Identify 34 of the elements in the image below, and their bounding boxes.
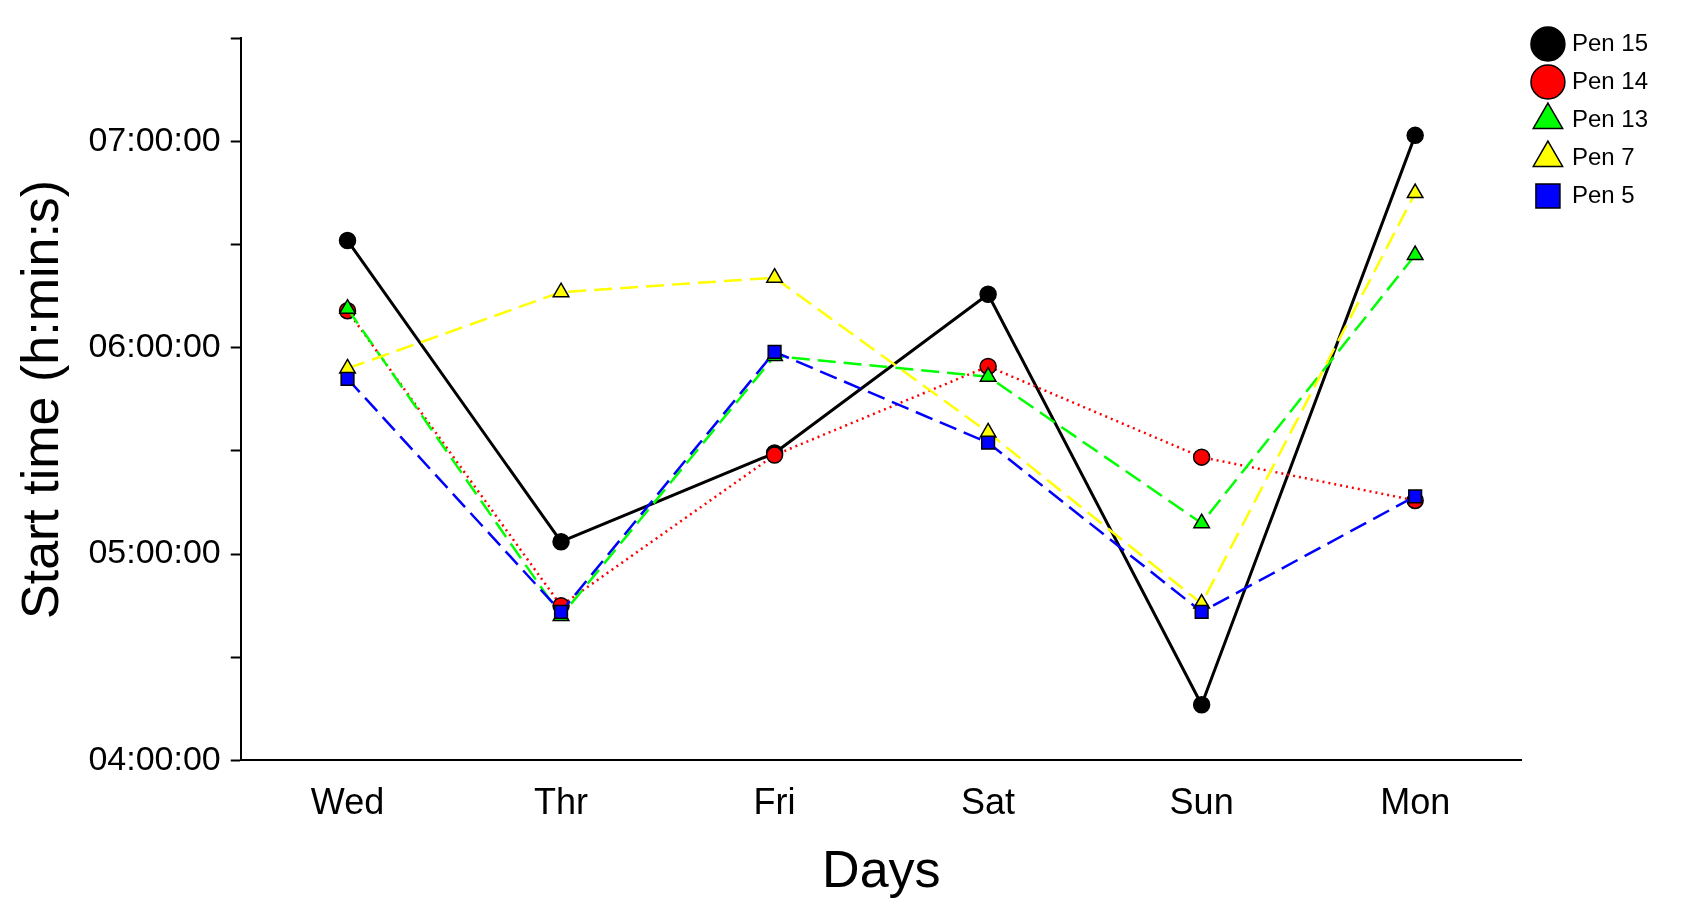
x-tick-label: Mon	[1380, 780, 1451, 822]
point	[1406, 183, 1424, 199]
point	[980, 435, 996, 450]
x-tick-label: Sat	[961, 780, 1016, 822]
x-tick-label: Wed	[310, 780, 385, 822]
y-tick-label: 06:00:00	[88, 326, 221, 365]
point	[552, 282, 570, 298]
legend-label: Pen 13	[1571, 104, 1649, 132]
x-tick-label: Fri	[753, 780, 796, 822]
point	[1406, 245, 1424, 261]
legend-label: Pen 5	[1571, 180, 1635, 208]
y-tick-label: 07:00:00	[88, 119, 221, 158]
point	[979, 366, 997, 382]
point	[1408, 489, 1423, 504]
point	[979, 285, 997, 303]
y-axis-title: Start time (h:min:s)	[10, 179, 69, 619]
point	[1192, 695, 1211, 714]
x-tick-label: Sun	[1169, 780, 1234, 822]
point	[1194, 604, 1209, 619]
point	[766, 267, 784, 283]
point	[338, 298, 357, 314]
point	[1192, 448, 1211, 466]
y-tick-label: 04:00:00	[88, 738, 221, 777]
x-axis-title: Days	[822, 840, 941, 899]
x-tick-label: Thr	[534, 780, 589, 822]
legend-label: Pen 15	[1571, 28, 1649, 56]
point	[340, 371, 355, 386]
point	[338, 231, 357, 250]
legend-label: Pen 7	[1571, 142, 1635, 170]
point	[1406, 126, 1424, 145]
point	[1193, 513, 1211, 529]
point	[552, 532, 570, 551]
legend-label: Pen 14	[1571, 66, 1649, 94]
y-tick-label: 05:00:00	[88, 532, 221, 571]
